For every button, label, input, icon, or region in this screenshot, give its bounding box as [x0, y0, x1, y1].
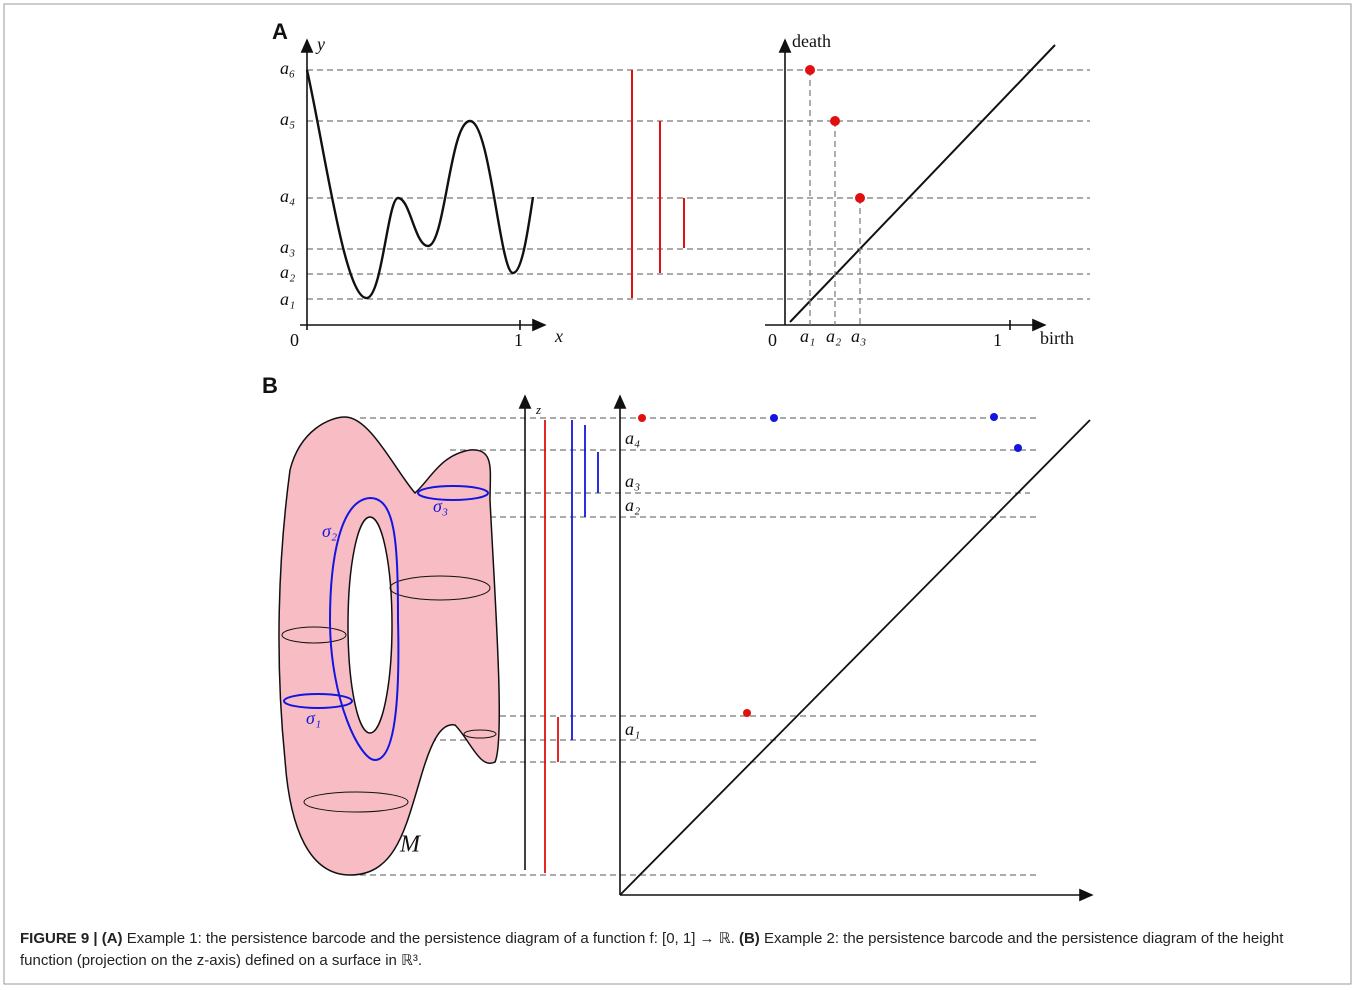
tick-label: 1 — [514, 330, 523, 350]
level-label: a₄ — [280, 186, 295, 206]
barcode — [632, 70, 684, 298]
axis-label: x — [554, 326, 563, 346]
birth-label: a₃ — [851, 326, 866, 346]
panel-label: B — [262, 373, 278, 398]
point — [830, 116, 840, 126]
caption-tag: (A) — [102, 930, 123, 947]
tick-label: 0 — [768, 330, 777, 350]
diagonal — [620, 420, 1090, 895]
level-label: a₃ — [625, 471, 640, 491]
point — [805, 65, 815, 75]
level-label: a₁ — [280, 289, 295, 309]
level-label: a₁ — [625, 719, 640, 739]
figure-label: FIGURE 9 | — [20, 930, 98, 947]
birth-label: a₁ — [800, 326, 815, 346]
axis-label: z — [535, 402, 541, 417]
point — [990, 413, 998, 421]
point — [743, 709, 751, 717]
panel-label: A — [272, 19, 288, 44]
point — [770, 414, 778, 422]
surface-label: M — [399, 832, 422, 858]
function-curve — [307, 70, 533, 298]
figure: A y x 0 1 a₆ a₅ a₄ a₃ a₂ a₁ death birth … — [0, 0, 1356, 990]
birth-label: a₂ — [826, 326, 841, 346]
axis-label: birth — [1040, 328, 1074, 348]
level-label: a₂ — [280, 262, 295, 282]
point — [855, 193, 865, 203]
caption-tag: (B) — [739, 930, 760, 947]
axis-label: y — [315, 34, 325, 54]
axis-label: death — [792, 31, 831, 51]
point — [1014, 444, 1022, 452]
level-label: a₂ — [625, 495, 640, 515]
level-lines — [307, 70, 1090, 299]
level-label: a₆ — [280, 58, 295, 78]
barcode — [545, 420, 598, 873]
tick-label: 0 — [290, 330, 299, 350]
diagonal — [790, 45, 1055, 322]
cycle-label: σ₃ — [433, 496, 448, 516]
level-label: a₄ — [625, 428, 640, 448]
level-label: a₃ — [280, 237, 295, 257]
caption: FIGURE 9 | (A) Example 1: the persistenc… — [20, 928, 1320, 972]
page: A y x 0 1 a₆ a₅ a₄ a₃ a₂ a₁ death birth … — [0, 0, 1356, 990]
point — [638, 414, 646, 422]
caption-text: Example 1: the persistence barcode and t… — [127, 930, 735, 947]
hole — [348, 517, 392, 733]
cycle-label: σ₂ — [322, 521, 337, 541]
tick-label: 1 — [993, 330, 1002, 350]
level-label: a₅ — [280, 109, 295, 129]
cycle-label: σ₁ — [306, 708, 321, 728]
